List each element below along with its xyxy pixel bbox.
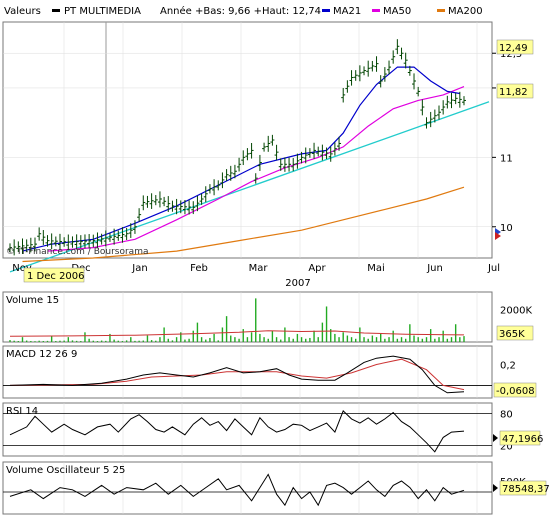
rsi-pointer-icon (493, 434, 498, 442)
vo-panel-title: Volume Oscillateur 5 25 (6, 465, 125, 476)
value-box-high: 12,49 (499, 43, 528, 54)
macd-panel-title: MACD 12 26 9 (6, 349, 77, 360)
legend-swatch-ma200 (437, 9, 445, 12)
price-tick-label: 12,5 (500, 49, 522, 60)
value-box-high-bg (496, 39, 534, 55)
month-label-jul: Jul (487, 263, 500, 274)
macd-panel-frame (2, 345, 493, 399)
macd-value-box-bg (493, 382, 537, 398)
volume-panel-title: Volume 15 (6, 295, 59, 306)
cursor-date-box (23, 267, 85, 283)
volume-tick-label: 2000K (500, 306, 532, 317)
month-label-mar: Mar (249, 263, 269, 274)
volume-ma-line (9, 330, 465, 337)
price-tick-label: 11 (500, 153, 513, 164)
valeurs-label: Valeurs (4, 6, 41, 17)
month-label-apr: Apr (308, 263, 326, 274)
stock-name: PT MULTIMEDIA (64, 6, 141, 17)
scroll-arrow-icon-red (495, 232, 501, 240)
month-label-nov: Nov (12, 263, 32, 274)
volume-value-box: 365K (499, 329, 525, 340)
price-tick-label: 10 (500, 223, 513, 234)
ma200-line (22, 186, 465, 263)
value-box-last-price-bg (496, 83, 534, 99)
rsi-value-box-bg (499, 430, 541, 446)
rsi-panel-title: RSI 14 (6, 406, 38, 417)
rsi-value-box: 47,1966 (502, 434, 543, 445)
legend-label-ma50: MA50 (383, 6, 411, 17)
macd-tick-label: 0,2 (500, 360, 516, 371)
legend-label-ma200: MA200 (448, 6, 483, 17)
macd-line (9, 355, 465, 394)
macd-signal-line (9, 358, 465, 391)
vo-value-box: 78548,37 (502, 484, 549, 495)
vo-pointer-icon (493, 484, 498, 492)
year-label: 2007 (285, 278, 310, 289)
vo-line (9, 473, 465, 507)
rsi-tick-label-20: 20 (500, 441, 513, 452)
month-label-jun: Jun (426, 263, 443, 274)
credit-text: © IT-Finance.com / Boursorama (6, 247, 148, 257)
cursor-date: 1 Dec 2006 (27, 271, 85, 282)
rsi-tick-label-80: 80 (500, 410, 513, 421)
stock-legend-swatch (52, 9, 60, 12)
month-label-mai: Mai (367, 263, 385, 274)
legend-label-ma21: MA21 (333, 6, 361, 17)
vo-value-box-bg (499, 480, 547, 496)
range-text: Année +Bas: 9,66 +Haut: 12,74 (160, 5, 321, 17)
legend-swatch-ma21 (322, 9, 330, 12)
month-label-jan: Jan (131, 263, 147, 274)
rsi-panel-frame (2, 402, 493, 457)
trendline (9, 101, 490, 273)
legend-swatch-ma50 (372, 9, 380, 12)
volume-value-box-bg (496, 325, 534, 341)
value-box-last-price: 11,82 (499, 87, 528, 98)
rsi-line (9, 410, 465, 453)
macd-value-box: -0,0608 (496, 386, 535, 397)
month-label-feb: Feb (190, 263, 208, 274)
price-panel-frame (2, 21, 493, 259)
